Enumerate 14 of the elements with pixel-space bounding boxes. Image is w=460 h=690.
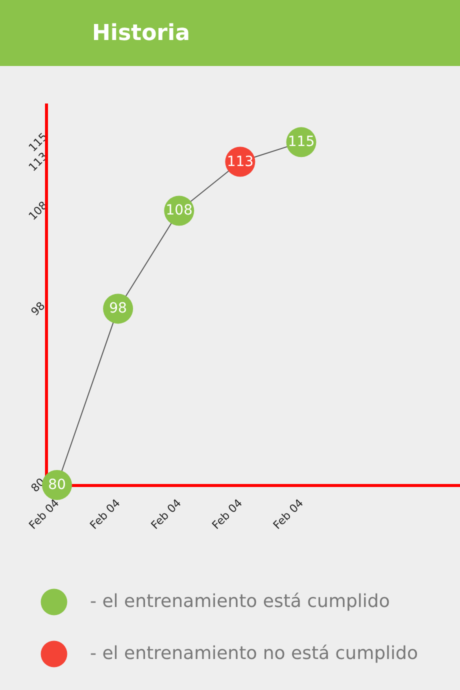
y-tick-label: 98 (28, 299, 48, 318)
chart-title: Historia (92, 21, 190, 46)
legend-label: - el entrenamiento no está cumplido (90, 643, 418, 664)
x-tick-label: Feb 04 (210, 496, 245, 532)
x-tick-label: Feb 04 (270, 496, 306, 532)
x-tick-label: Feb 04 (87, 496, 123, 532)
legend-label: - el entrenamiento está cumplido (90, 591, 390, 612)
data-label: 80 (48, 477, 66, 493)
x-tick-label: Feb 04 (26, 496, 62, 532)
x-tick-label: Feb 04 (148, 496, 184, 532)
data-label: 113 (226, 154, 254, 170)
data-label: 115 (288, 134, 315, 150)
data-label: 108 (166, 202, 192, 219)
data-label: 98 (109, 300, 127, 317)
